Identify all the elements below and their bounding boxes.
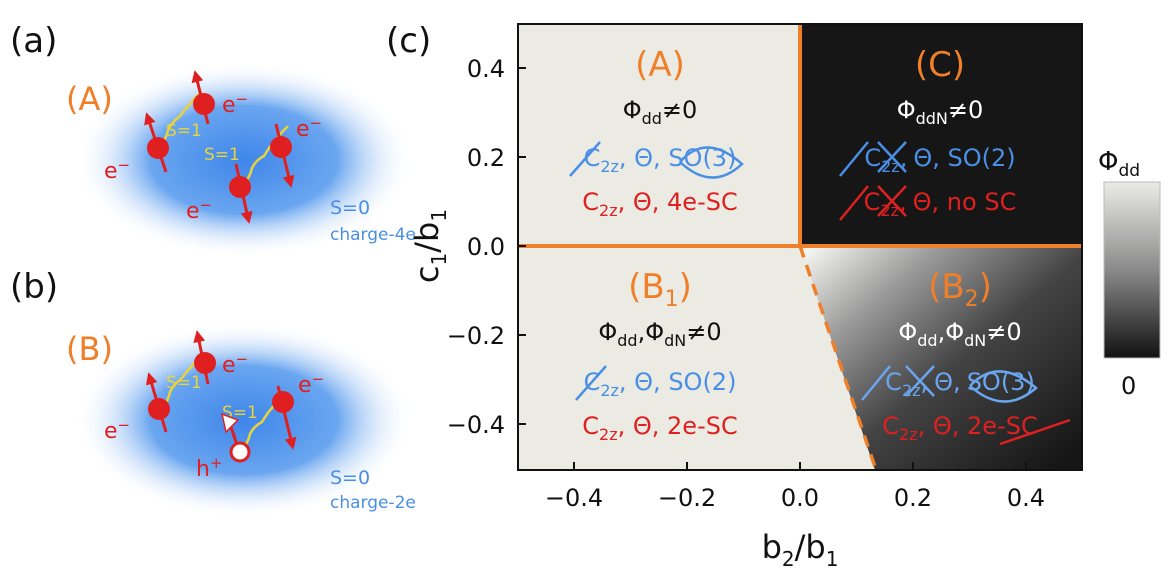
region-c: (C) ΦddN≠0 C2z, Θ, SO(2) C2z, Θ, no SC: [839, 45, 1017, 221]
panel-a-label: (a): [10, 21, 57, 61]
region-c-title: (C): [915, 45, 965, 85]
charge-label-b: charge-2e: [330, 493, 416, 513]
region-a-preserved: C2z, Θ, 4e-SC: [582, 188, 737, 220]
colorbar-gradient: [1103, 181, 1161, 359]
region-b1-title: (B1): [628, 267, 692, 312]
region-b2-title: (B2): [928, 267, 992, 312]
colorbar: Φdd 0: [1098, 147, 1161, 400]
pair-cloud-b: [74, 322, 414, 518]
strike-theta-b2: [905, 365, 935, 397]
y-axis-ticks: 0.4 0.2 0.0 −0.2 −0.4: [447, 55, 526, 439]
strike-c2z-b1: [575, 365, 607, 401]
x-tick-label: −0.4: [545, 484, 603, 512]
strike-theta-c-blue: [877, 141, 907, 173]
electron-b-1: e−: [104, 372, 170, 444]
x-tick-label: 0.2: [894, 484, 932, 512]
charge-label-a: charge-4e: [330, 225, 416, 245]
electron-label-b-2: e−: [222, 350, 248, 378]
panel-b-label: (b): [10, 267, 58, 307]
spin-bond-a-1: [157, 91, 203, 151]
regime-a-label: (A): [66, 80, 113, 118]
panel-b: (b) (B) S=1 S=1 e− e− e− h+ S=0 char: [10, 267, 416, 518]
pair-cloud-a: [74, 62, 414, 258]
x-tick-label: 0.4: [1007, 484, 1045, 512]
electron-label-b-3: e−: [298, 370, 324, 398]
spin-label-b-1: S=1: [166, 373, 202, 393]
region-c-preserved: C2z, Θ, no SC: [864, 188, 1017, 220]
x-axis-ticks: −0.4 −0.2 0.0 0.2 0.4: [545, 462, 1045, 512]
electron-label-a-4: e−: [186, 196, 212, 224]
y-tick-label: 0.4: [467, 55, 505, 83]
region-a-title: (A): [635, 45, 685, 85]
strike-so3-b2: [969, 370, 1038, 403]
strike-so3-a: [679, 146, 744, 179]
total-spin-b: S=0: [330, 467, 370, 489]
region-b2-order: Φdd,ΦdN≠0: [898, 318, 1021, 350]
panel-c: (c) −0.4 −0.2 0.0 0.2 0.4: [386, 21, 1161, 571]
y-tick-label: −0.2: [447, 322, 505, 350]
x-tick-label: 0.0: [781, 484, 819, 512]
panel-c-label: (c): [386, 21, 431, 61]
region-b1: (B1) Φdd,ΦdN≠0 C2z, Θ, SO(2) C2z, Θ, 2e-…: [575, 267, 738, 444]
electron-label-b-1: e−: [104, 416, 130, 444]
hole-b: h+: [196, 412, 251, 482]
spin-label-a-2: S=1: [204, 145, 240, 165]
electron-b-2: e−: [193, 330, 248, 385]
spin-label-a-1: S=1: [166, 121, 202, 141]
electron-label-a-3: e−: [296, 114, 322, 142]
electron-label-a-1: e−: [104, 156, 130, 184]
region-c-broken: C2z, Θ, SO(2): [864, 144, 1015, 176]
region-b1-preserved: C2z, Θ, 2e-SC: [582, 412, 737, 444]
colorbar-min-label: 0: [1121, 372, 1136, 400]
strike-c2z-a: [569, 141, 601, 177]
x-tick-label: −0.2: [658, 484, 716, 512]
electron-a-1: e−: [104, 112, 169, 184]
y-tick-label: −0.4: [447, 411, 505, 439]
electron-a-3: e−: [270, 114, 322, 188]
colorbar-label: Φdd: [1098, 147, 1140, 181]
region-b1-order: Φdd,ΦdN≠0: [598, 318, 721, 350]
region-b2-preserved: C2z, Θ, 2e-SC: [882, 412, 1037, 444]
region-b2: (B2) Φdd,ΦdN≠0 C2z,Θ,SO(3) C2z, Θ, 2e-SC: [861, 267, 1071, 446]
y-tick-label: 0.2: [467, 144, 505, 172]
y-tick-label: 0.0: [467, 233, 505, 261]
region-c-background: [800, 24, 1082, 246]
region-b2-background: [800, 246, 1082, 470]
region-c-order: ΦddN≠0: [897, 96, 984, 128]
electron-a-2: e−: [191, 70, 248, 125]
electron-a-4: e−: [186, 163, 253, 224]
total-spin-a: S=0: [330, 197, 370, 219]
strike-c2z-b2: [861, 365, 891, 401]
regime-b-label: (B): [66, 330, 113, 368]
strike-2esc-b2: [999, 418, 1071, 446]
strike-c2z-c-blue: [839, 141, 869, 177]
panel-a: (a) (A) S=1 S=1 e− e− e− e− S=0 c: [10, 21, 416, 258]
region-b1-broken: C2z, Θ, SO(2): [584, 368, 737, 400]
strike-theta-c-red: [877, 185, 907, 217]
x-axis-title: b2/b1: [762, 528, 839, 571]
y-axis-title: c1/b1: [408, 209, 451, 283]
region-a-order: Φdd≠0: [623, 96, 698, 128]
electron-label-a-2: e−: [222, 90, 248, 118]
strike-c2z-c-red: [839, 185, 869, 221]
hole-label-b: h+: [196, 454, 223, 482]
region-a: (A) Φdd≠0 C2z, Θ, SO(3) C2z, Θ, 4e-SC: [569, 45, 744, 220]
electron-b-3: e−: [272, 370, 324, 450]
